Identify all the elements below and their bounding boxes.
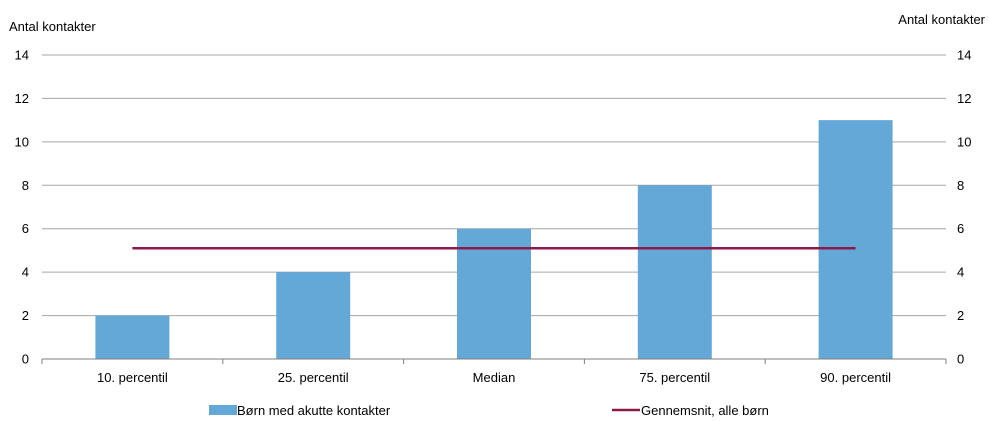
legend-swatch-bars: [209, 405, 237, 415]
legend-label-bars: Børn med akutte kontakter: [237, 403, 391, 418]
y-tick-label-right: 10: [957, 134, 971, 149]
y-tick-label-right: 2: [957, 308, 964, 323]
y-axis-title-left: Antal kontakter: [9, 19, 96, 34]
axes: [41, 358, 947, 364]
y-tick-label-left: 14: [15, 48, 29, 63]
y-axis-title-right: Antal kontakter: [898, 12, 985, 27]
y-tick-label-left: 10: [15, 134, 29, 149]
legend: Børn med akutte kontakter Gennemsnit, al…: [209, 403, 769, 418]
y-tick-label-left: 4: [22, 265, 29, 280]
x-category-label: Median: [473, 370, 516, 385]
x-category-label: 90. percentil: [820, 370, 891, 385]
y-tick-label-right: 4: [957, 265, 964, 280]
bar: [276, 272, 351, 359]
bar: [457, 228, 531, 359]
bar: [95, 315, 170, 359]
x-category-label: 10. percentil: [97, 370, 168, 385]
y-tick-label-left: 0: [22, 352, 29, 367]
y-tick-label-right: 0: [957, 352, 964, 367]
y-tick-label-right: 6: [957, 221, 964, 236]
y-tick-label-right: 8: [957, 178, 964, 193]
bar-series: [95, 120, 893, 360]
bar: [818, 120, 893, 360]
x-category-label: 25. percentil: [278, 370, 349, 385]
y-tick-label-left: 8: [22, 178, 29, 193]
y-tick-label-left: 2: [22, 308, 29, 323]
x-category-label: 75. percentil: [639, 370, 710, 385]
y-tick-label-right: 12: [957, 91, 971, 106]
y-tick-label-left: 6: [22, 221, 29, 236]
legend-label-line: Gennemsnit, alle børn: [641, 403, 769, 418]
y-tick-label-right: 14: [957, 48, 971, 63]
tick-labels: 0 0 2 2 4 4 6 6 8 8 10 10 12 12 14 14: [15, 48, 972, 367]
category-labels: 10. percentil 25. percentil Median 75. perc…: [97, 370, 891, 385]
bar: [637, 185, 712, 359]
y-tick-label-left: 12: [15, 91, 29, 106]
